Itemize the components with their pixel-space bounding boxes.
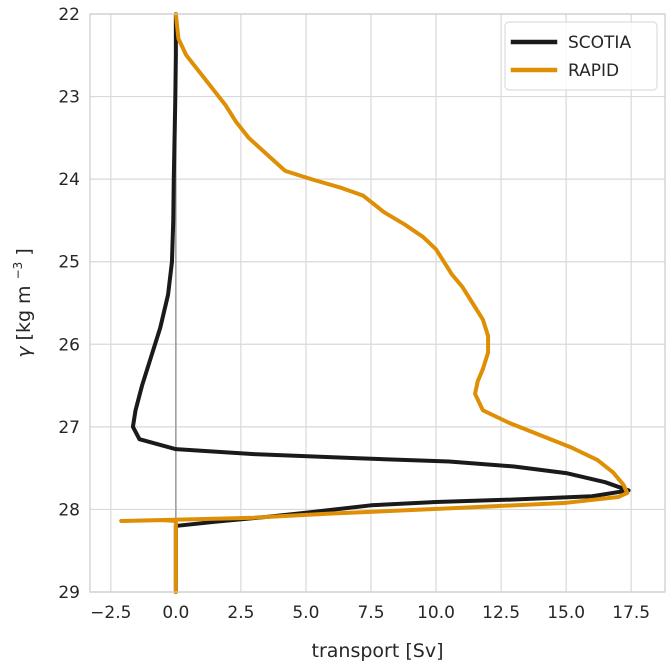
y-tick-label: 27 bbox=[58, 418, 80, 438]
x-tick-label: 5.0 bbox=[292, 603, 319, 623]
y-axis-unit: [kg m bbox=[13, 285, 35, 340]
y-tick-label: 25 bbox=[58, 253, 80, 273]
y-axis-unit-exponent: −3 bbox=[11, 262, 25, 280]
x-tick-label: 12.5 bbox=[482, 603, 520, 623]
y-axis-unit-close: ] bbox=[13, 248, 35, 255]
legend-label-rapid: RAPID bbox=[568, 61, 619, 81]
y-tick-label: 22 bbox=[58, 5, 80, 25]
x-axis-label: transport [Sv] bbox=[312, 640, 444, 662]
y-tick-label: 23 bbox=[58, 88, 80, 108]
series-line-scotia bbox=[130, 12, 631, 594]
y-tick-labels: 22 23 24 25 26 27 28 29 bbox=[58, 5, 80, 603]
legend-box bbox=[504, 21, 658, 91]
x-tick-label: 7.5 bbox=[357, 603, 384, 623]
y-tick-label: 29 bbox=[58, 583, 80, 603]
y-axis-symbol: γ bbox=[13, 345, 35, 358]
y-tick-label: 24 bbox=[58, 170, 80, 190]
series-line-rapid bbox=[119, 12, 630, 594]
x-tick-label: −2.5 bbox=[90, 603, 131, 623]
y-axis-label: γ [kg m −3 ] bbox=[5, 248, 35, 358]
x-tick-label: 10.0 bbox=[417, 603, 455, 623]
x-tick-label: 17.5 bbox=[612, 603, 650, 623]
series-group bbox=[119, 12, 631, 594]
x-tick-label: 0.0 bbox=[162, 603, 189, 623]
x-tick-labels: −2.5 0.0 2.5 5.0 7.5 10.0 12.5 15.0 17.5 bbox=[90, 603, 650, 623]
y-tick-label: 28 bbox=[58, 500, 80, 520]
y-tick-label: 26 bbox=[58, 335, 80, 355]
x-tick-label: 15.0 bbox=[547, 603, 585, 623]
plot-frame bbox=[89, 13, 666, 593]
x-tick-label: 2.5 bbox=[227, 603, 254, 623]
legend: SCOTIA RAPID bbox=[504, 21, 658, 91]
legend-label-scotia: SCOTIA bbox=[568, 33, 631, 53]
